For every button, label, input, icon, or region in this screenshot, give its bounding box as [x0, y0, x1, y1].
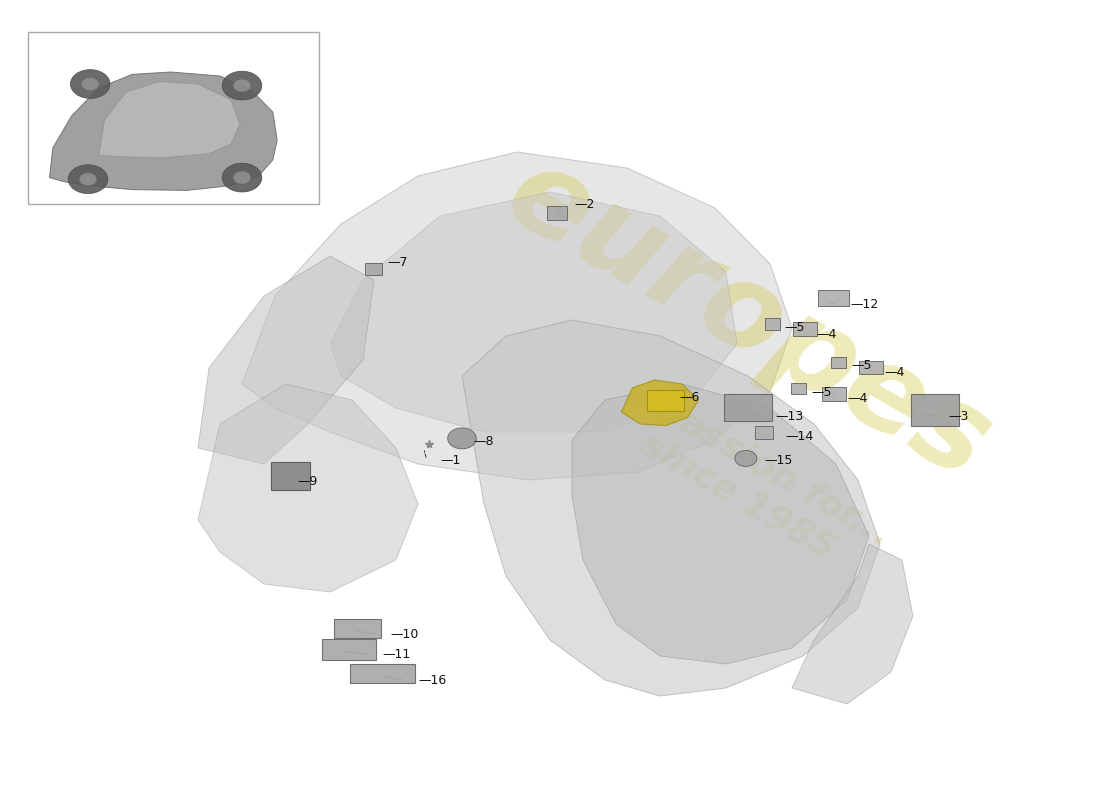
- Text: —4: —4: [884, 366, 905, 378]
- Circle shape: [68, 165, 108, 194]
- Text: —1: —1: [440, 454, 461, 466]
- Text: —8: —8: [473, 435, 494, 448]
- Text: —12: —12: [850, 298, 879, 310]
- Polygon shape: [330, 192, 737, 432]
- Circle shape: [448, 428, 476, 449]
- Polygon shape: [462, 320, 880, 696]
- Circle shape: [79, 173, 97, 186]
- Circle shape: [70, 70, 110, 98]
- FancyBboxPatch shape: [547, 206, 567, 220]
- FancyBboxPatch shape: [911, 394, 959, 426]
- Polygon shape: [792, 544, 913, 704]
- Text: —11: —11: [383, 648, 411, 661]
- Text: —5: —5: [812, 386, 833, 398]
- Text: —15: —15: [764, 454, 793, 466]
- Text: —6: —6: [680, 391, 701, 404]
- Text: europes: europes: [486, 136, 1010, 504]
- FancyBboxPatch shape: [334, 619, 381, 638]
- Text: —3: —3: [948, 410, 969, 422]
- FancyBboxPatch shape: [755, 426, 773, 439]
- Text: —10: —10: [390, 628, 419, 641]
- Text: a passion for...
since 1985: a passion for... since 1985: [600, 373, 896, 587]
- FancyBboxPatch shape: [830, 357, 846, 368]
- FancyBboxPatch shape: [822, 387, 846, 401]
- Polygon shape: [99, 82, 240, 158]
- FancyBboxPatch shape: [793, 322, 817, 336]
- FancyBboxPatch shape: [271, 462, 310, 490]
- Text: —9: —9: [297, 475, 318, 488]
- FancyBboxPatch shape: [322, 639, 376, 660]
- FancyBboxPatch shape: [350, 664, 415, 683]
- Polygon shape: [198, 384, 418, 592]
- FancyBboxPatch shape: [818, 290, 849, 306]
- Polygon shape: [242, 152, 792, 480]
- Circle shape: [222, 71, 262, 100]
- Circle shape: [81, 78, 99, 90]
- Polygon shape: [50, 72, 277, 190]
- FancyBboxPatch shape: [365, 263, 382, 275]
- Circle shape: [222, 163, 262, 192]
- Circle shape: [233, 79, 251, 92]
- Circle shape: [233, 171, 251, 184]
- Text: —16: —16: [418, 674, 447, 686]
- Text: —4: —4: [816, 328, 837, 341]
- Text: —7: —7: [387, 256, 408, 269]
- Text: —14: —14: [785, 430, 814, 442]
- Polygon shape: [621, 380, 698, 426]
- Circle shape: [735, 450, 757, 466]
- Polygon shape: [572, 384, 869, 664]
- FancyBboxPatch shape: [791, 383, 806, 394]
- FancyBboxPatch shape: [647, 390, 684, 411]
- Text: —5: —5: [784, 321, 805, 334]
- Bar: [28, 32, 319, 204]
- Text: —2: —2: [574, 198, 595, 210]
- FancyBboxPatch shape: [859, 361, 883, 374]
- FancyBboxPatch shape: [764, 318, 780, 330]
- Text: —4: —4: [847, 392, 868, 405]
- Polygon shape: [198, 256, 374, 464]
- Text: —13: —13: [776, 410, 804, 422]
- Text: —5: —5: [851, 359, 872, 372]
- FancyBboxPatch shape: [724, 394, 772, 421]
